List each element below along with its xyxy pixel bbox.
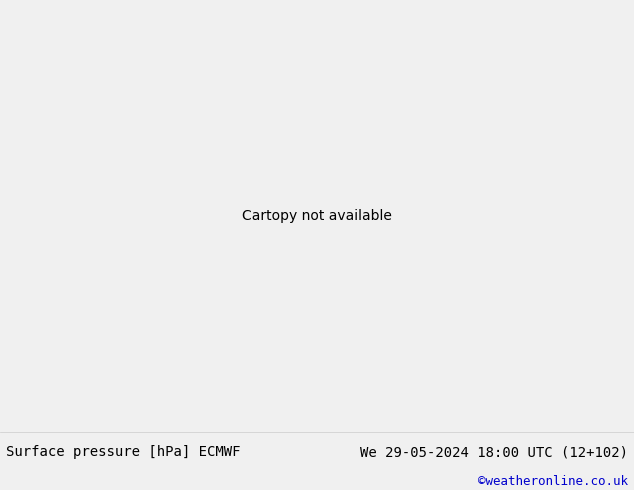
Text: Cartopy not available: Cartopy not available — [242, 209, 392, 223]
Text: Surface pressure [hPa] ECMWF: Surface pressure [hPa] ECMWF — [6, 445, 241, 459]
Text: ©weatheronline.co.uk: ©weatheronline.co.uk — [477, 475, 628, 488]
Text: We 29-05-2024 18:00 UTC (12+102): We 29-05-2024 18:00 UTC (12+102) — [359, 445, 628, 459]
